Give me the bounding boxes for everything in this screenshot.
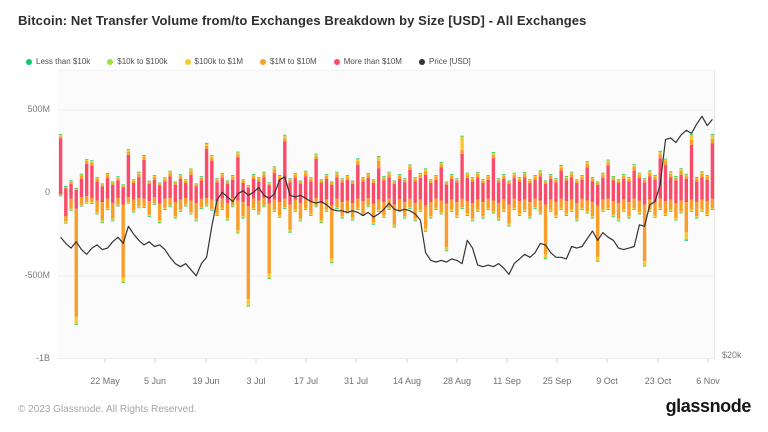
- x-axis-label: 31 Jul: [343, 376, 369, 386]
- legend-swatch-lime-icon: [107, 58, 114, 65]
- x-axis-label: 25 Sep: [542, 376, 572, 386]
- plot-background: [58, 70, 715, 359]
- legend-swatch-orange-icon: [260, 58, 267, 65]
- legend-item-more-than-10m[interactable]: More than $10M: [333, 57, 402, 66]
- x-axis-label: 11 Sep: [493, 376, 521, 386]
- legend-swatch-black-icon: [418, 58, 425, 65]
- x-axis-label: 28 Aug: [442, 376, 472, 386]
- legend-item-100k-to-1m[interactable]: $100k to $1M: [184, 57, 243, 66]
- chart-title: Bitcoin: Net Transfer Volume from/to Exc…: [18, 13, 587, 28]
- legend-item-1m-to-10m[interactable]: $1M to $10M: [260, 57, 317, 66]
- x-axis-label: 6 Nov: [696, 376, 720, 386]
- x-axis-label: 9 Oct: [596, 376, 618, 386]
- y-axis-tick-neg1b: -1B: [35, 353, 50, 363]
- chart-canvas[interactable]: [58, 70, 715, 366]
- plot-area[interactable]: [58, 70, 715, 366]
- x-axis-label: 19 Jun: [192, 376, 220, 386]
- glassnode-logo[interactable]: glassnode: [665, 396, 752, 416]
- legend-item-less-than-10k[interactable]: Less than $10k: [26, 57, 90, 66]
- y-axis-tick-0: 0: [44, 187, 50, 197]
- y-axis-tick-neg500m: -500M: [24, 270, 50, 280]
- right-axis-tick-20k: $20k: [722, 350, 742, 360]
- x-axis-label: 14 Aug: [392, 376, 422, 386]
- price-line: [60, 115, 713, 277]
- legend-swatch-green-icon: [26, 58, 32, 65]
- x-axis-label: 23 Oct: [644, 376, 672, 386]
- legend-swatch-yellow-icon: [184, 58, 191, 65]
- chart-legend: Less than $10k $10k to $100k $100k to $1…: [26, 57, 471, 66]
- x-axis-label: 5 Jun: [143, 376, 167, 386]
- x-axis-label: 17 Jul: [293, 376, 319, 386]
- legend-item-price-usd[interactable]: Price [USD]: [418, 57, 471, 66]
- legend-item-10k-to-100k[interactable]: $10k to $100k: [107, 57, 168, 66]
- x-axis-label: 3 Jul: [246, 376, 266, 386]
- x-axis-label: 22 May: [90, 376, 120, 386]
- copyright-text: © 2023 Glassnode. All Rights Reserved.: [18, 404, 197, 415]
- y-axis-tick-500m: 500M: [27, 104, 50, 114]
- legend-swatch-red-icon: [333, 58, 340, 65]
